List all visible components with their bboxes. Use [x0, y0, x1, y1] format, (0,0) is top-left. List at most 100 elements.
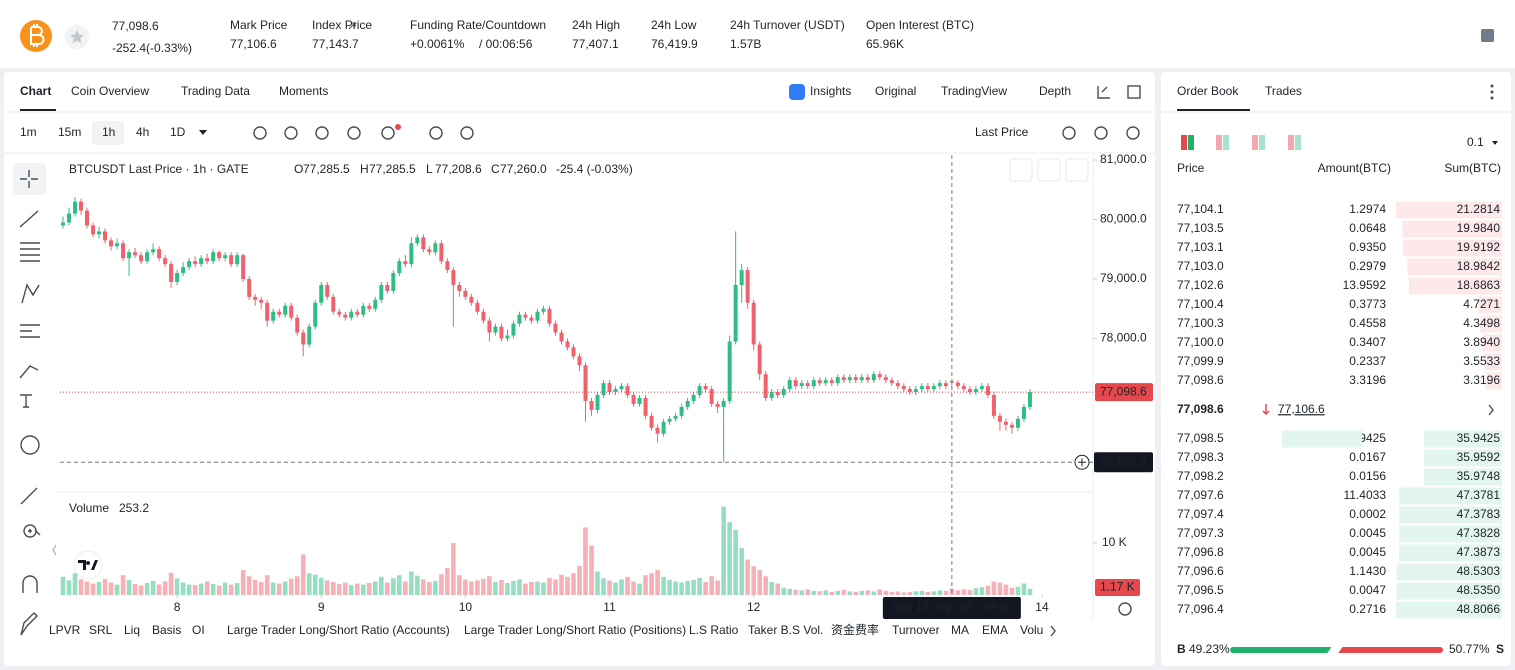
view-icon — [1259, 135, 1265, 150]
amount-bar — [1282, 430, 1362, 448]
emoji-tool[interactable] — [20, 435, 40, 455]
volume-bar — [571, 573, 576, 595]
volume-bar — [895, 591, 901, 595]
candle-body — [661, 421, 666, 434]
indicator[interactable]: Basis — [152, 623, 181, 637]
interval[interactable]: 1m — [20, 125, 37, 139]
toolbar-icon[interactable] — [315, 126, 329, 140]
crosshair-price-label: 75,920.3 — [1100, 454, 1147, 468]
collapse-toggle[interactable] — [52, 544, 57, 556]
draw-tools[interactable] — [19, 365, 39, 408]
ob-price[interactable]: 77,098.2 — [1177, 469, 1224, 483]
chart-tab[interactable]: Moments — [279, 84, 328, 98]
ob-price[interactable]: 77,103.5 — [1177, 221, 1224, 235]
chart-button[interactable] — [1037, 158, 1061, 182]
tab-underline — [20, 109, 56, 111]
pattern-tools[interactable] — [20, 283, 40, 338]
fullscreen-icon[interactable] — [1097, 86, 1110, 99]
interval[interactable]: 4h — [136, 125, 149, 139]
ob-price[interactable]: 77,102.6 — [1177, 278, 1224, 292]
layout-icon[interactable] — [1127, 85, 1141, 99]
interval[interactable]: 1h — [102, 125, 115, 139]
candle-body — [187, 261, 192, 268]
ob-price[interactable]: 77,103.0 — [1177, 259, 1224, 273]
toolbar-icon[interactable] — [381, 126, 395, 140]
ob-price[interactable]: 77,096.5 — [1177, 583, 1224, 597]
misc-tools[interactable] — [20, 487, 41, 593]
x-tick-label: 12 — [747, 600, 761, 614]
pen-tool[interactable] — [20, 612, 38, 636]
indicator[interactable]: Taker B.S Vol. — [748, 623, 823, 637]
ob-price[interactable]: 77,100.3 — [1177, 316, 1224, 330]
view-tab[interactable]: TradingView — [941, 84, 1007, 98]
view-icon[interactable] — [1252, 135, 1258, 150]
ob-price[interactable]: 77,104.1 — [1177, 202, 1224, 216]
toolbar-icon[interactable] — [429, 126, 443, 140]
ob-price[interactable]: 77,097.3 — [1177, 526, 1224, 540]
candle-body — [367, 305, 372, 309]
volume-bar — [246, 576, 252, 595]
indicator[interactable]: Liq — [124, 623, 140, 637]
chart-tab[interactable]: Coin Overview — [71, 84, 149, 98]
chart-tab[interactable]: Trading Data — [181, 84, 250, 98]
precision[interactable]: 0.1 — [1467, 135, 1484, 149]
ob-price[interactable]: 77,097.6 — [1177, 488, 1224, 502]
toolbar-icon[interactable] — [253, 126, 267, 140]
indicator[interactable]: Large Trader Long/Short Ratio (Accounts) — [227, 623, 450, 637]
settings-icon[interactable] — [1118, 602, 1132, 616]
view-icon[interactable] — [1216, 135, 1222, 150]
volume-bar — [138, 585, 144, 595]
header-menu-icon[interactable] — [1481, 29, 1494, 42]
indicator[interactable]: LPVR — [49, 623, 81, 637]
view-tab[interactable]: Original — [875, 84, 916, 98]
chart-button[interactable] — [1065, 158, 1089, 182]
toolbar-icon[interactable] — [1062, 126, 1076, 140]
indicator[interactable]: L.S Ratio — [689, 623, 739, 637]
indicator[interactable]: EMA — [982, 623, 1008, 637]
volume-bar — [222, 582, 228, 595]
ob-price[interactable]: 77,098.6 — [1177, 373, 1224, 387]
indicator[interactable]: Large Trader Long/Short Ratio (Positions… — [464, 623, 686, 637]
ob-price[interactable]: 77,096.4 — [1177, 602, 1224, 616]
ob-price[interactable]: 77,098.5 — [1177, 431, 1224, 445]
ob-price[interactable]: 77,098.3 — [1177, 450, 1224, 464]
indicator[interactable]: MA — [951, 623, 969, 637]
toolbar-icon[interactable] — [347, 126, 361, 140]
link-icon[interactable] — [348, 22, 356, 30]
toolbar-icon[interactable] — [284, 126, 298, 140]
indicator[interactable]: Volu — [1020, 623, 1043, 637]
ob-price[interactable]: 77,099.9 — [1177, 354, 1224, 368]
price-type[interactable]: Last Price — [975, 125, 1029, 139]
interval[interactable]: 1D — [170, 125, 186, 139]
ob-price[interactable]: 77,096.8 — [1177, 545, 1224, 559]
chart-tab[interactable]: Chart — [20, 84, 51, 98]
ob-price[interactable]: 77,097.4 — [1177, 507, 1224, 521]
view-tab[interactable]: Insights — [810, 84, 851, 98]
chevron[interactable] — [1488, 404, 1494, 416]
view-tab[interactable]: Depth — [1039, 84, 1071, 98]
ob-price[interactable]: 77,100.4 — [1177, 297, 1224, 311]
view-icon[interactable] — [1288, 135, 1294, 150]
indicator[interactable]: OI — [192, 623, 205, 637]
ob-price[interactable]: 77,100.0 — [1177, 335, 1224, 349]
indicator[interactable]: SRL — [89, 623, 113, 637]
more-arrow[interactable] — [1050, 625, 1056, 637]
line-tools[interactable] — [19, 210, 40, 262]
candle-body — [433, 243, 438, 253]
interval[interactable]: 15m — [58, 125, 81, 139]
toolbar-icon[interactable] — [460, 126, 474, 140]
toolbar-icon[interactable] — [1126, 126, 1140, 140]
chart-button[interactable] — [1009, 158, 1033, 182]
crosshair-tool[interactable] — [20, 170, 38, 188]
candle-body — [853, 377, 858, 381]
indicator[interactable]: Turnover — [892, 623, 940, 637]
ob-tab[interactable]: Order Book — [1177, 84, 1239, 98]
indicator[interactable]: 资金费率 — [831, 622, 879, 637]
view-icon[interactable] — [1181, 135, 1187, 150]
toolbar-icon[interactable] — [1094, 126, 1108, 140]
candle-body — [541, 308, 546, 312]
ob-price[interactable]: 77,096.6 — [1177, 564, 1224, 578]
ob-tab[interactable]: Trades — [1265, 84, 1302, 98]
ob-price[interactable]: 77,103.1 — [1177, 240, 1224, 254]
